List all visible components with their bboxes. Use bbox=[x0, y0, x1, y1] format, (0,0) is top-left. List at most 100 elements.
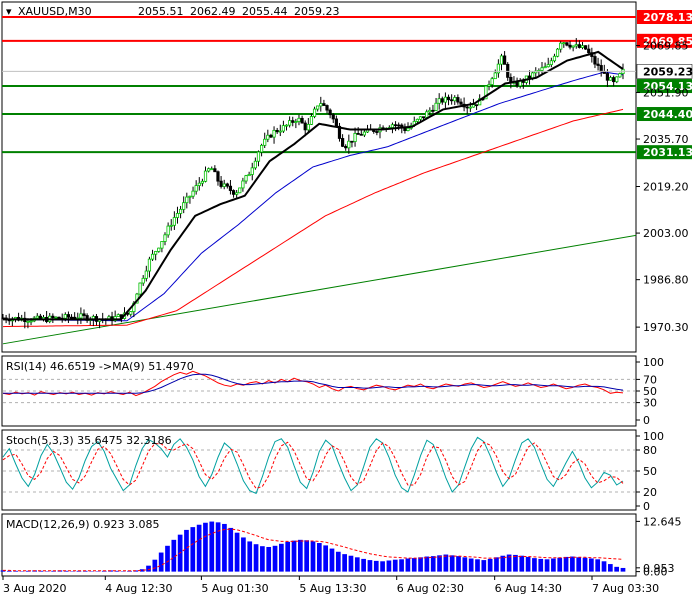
level-tag bbox=[637, 145, 692, 160]
y-tick-label: 2019.20 bbox=[643, 180, 689, 193]
candle-body bbox=[340, 138, 345, 147]
level-label: 2044.40 bbox=[643, 108, 693, 121]
macd-bar bbox=[443, 554, 449, 572]
stoch-series-line bbox=[2, 436, 624, 495]
macd-bar bbox=[285, 541, 291, 572]
macd-bar bbox=[228, 527, 234, 572]
candle-body bbox=[241, 180, 245, 189]
candle-body bbox=[194, 185, 198, 192]
level-tag bbox=[637, 79, 692, 94]
candle-body bbox=[353, 133, 357, 142]
candle-body bbox=[228, 185, 233, 191]
header-symbol: XAUUSD,M30 bbox=[18, 5, 92, 18]
candle-body bbox=[172, 217, 176, 226]
rsi-y-tick-label: 30 bbox=[643, 397, 657, 410]
level-label: 2054.13 bbox=[643, 80, 693, 93]
candle-body bbox=[390, 124, 395, 128]
macd-bar bbox=[532, 558, 537, 572]
candle-body bbox=[306, 123, 310, 131]
candle-body bbox=[203, 170, 208, 182]
header-low: 2055.44 bbox=[242, 5, 288, 18]
macd-bar bbox=[190, 527, 196, 572]
candle-body bbox=[428, 109, 432, 113]
macd-title: MACD(12,26,9) 0.923 3.085 bbox=[6, 518, 160, 531]
stoch-pane-frame bbox=[1, 429, 637, 511]
candle-body bbox=[562, 42, 566, 45]
rsi-title: RSI(14) 46.6519 ->MA(9) 51.4970 bbox=[6, 360, 194, 373]
candle-body bbox=[555, 48, 560, 57]
candle-body bbox=[144, 270, 148, 279]
candle-body bbox=[605, 73, 610, 81]
candle-body bbox=[235, 192, 239, 195]
candle-body bbox=[574, 44, 578, 47]
candle-body bbox=[565, 42, 569, 46]
candle-body bbox=[303, 122, 307, 131]
candle-body bbox=[584, 45, 588, 50]
macd-bar bbox=[456, 556, 461, 572]
candle-body bbox=[487, 84, 491, 87]
current-price-label: 2059.23 bbox=[643, 65, 693, 78]
level-tag bbox=[637, 107, 692, 122]
x-tick-label: 4 Aug 12:30 bbox=[105, 582, 172, 595]
candle-body bbox=[244, 175, 248, 182]
macd-bar bbox=[544, 559, 550, 572]
macd-bar bbox=[525, 556, 531, 572]
macd-bar bbox=[139, 569, 145, 572]
candle-body bbox=[63, 314, 67, 319]
candle-body bbox=[29, 320, 33, 323]
macd-bar bbox=[114, 570, 120, 572]
macd-bar bbox=[272, 545, 278, 572]
x-tick-label: 3 Aug 2020 bbox=[3, 582, 66, 595]
macd-bar bbox=[582, 557, 588, 572]
candle-body bbox=[309, 116, 314, 125]
candle-body bbox=[175, 213, 180, 218]
stoch-layer bbox=[2, 436, 635, 495]
macd-bar bbox=[557, 557, 563, 572]
macd-y-tick-label: 0.953 bbox=[643, 562, 675, 575]
candle-body bbox=[602, 71, 606, 74]
candle-body bbox=[297, 117, 301, 122]
candle-body bbox=[79, 313, 83, 319]
candle-body bbox=[608, 77, 613, 81]
candle-body bbox=[160, 241, 164, 249]
macd-bar bbox=[196, 524, 202, 572]
header-close: 2059.23 bbox=[294, 5, 340, 18]
candle-body bbox=[250, 167, 254, 175]
candle-body bbox=[325, 105, 329, 111]
candle-body bbox=[350, 140, 354, 143]
candle-body bbox=[253, 160, 257, 169]
stoch-y-tick-label: 80 bbox=[643, 444, 657, 457]
candle-body bbox=[397, 124, 401, 127]
candle-body bbox=[437, 98, 441, 104]
candle-body bbox=[147, 258, 152, 272]
macd-bar bbox=[380, 561, 385, 572]
candle-body bbox=[185, 196, 189, 204]
candle-body bbox=[116, 314, 120, 317]
candle-body bbox=[484, 85, 488, 100]
candle-body bbox=[531, 72, 535, 79]
candle-body bbox=[549, 60, 553, 66]
macd-bar bbox=[424, 556, 430, 572]
candle-body bbox=[337, 125, 342, 139]
candle-body bbox=[431, 109, 435, 112]
macd-bar bbox=[63, 570, 69, 572]
candle-body bbox=[213, 168, 217, 173]
macd-bar bbox=[304, 540, 310, 572]
candle-body bbox=[222, 183, 226, 187]
candle-body bbox=[154, 251, 158, 255]
candle-body bbox=[443, 96, 448, 103]
candle-body bbox=[294, 121, 298, 123]
macd-bar bbox=[215, 522, 221, 572]
candle-body bbox=[344, 145, 348, 149]
macd-bar bbox=[354, 557, 360, 572]
candle-body bbox=[182, 202, 186, 210]
candle-body bbox=[587, 48, 591, 54]
candle-body bbox=[210, 168, 214, 171]
macd-bar bbox=[316, 543, 322, 572]
macd-bar bbox=[500, 555, 506, 572]
rsi-y-tick-label: 70 bbox=[643, 373, 657, 386]
candle-body bbox=[316, 105, 320, 110]
x-tick-label: 6 Aug 02:30 bbox=[397, 582, 464, 595]
candle-body bbox=[618, 73, 622, 78]
header-high: 2062.49 bbox=[190, 5, 236, 18]
